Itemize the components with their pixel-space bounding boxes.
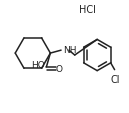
Text: NH: NH [63, 45, 76, 54]
Text: Cl: Cl [111, 74, 120, 84]
Text: HO: HO [31, 61, 45, 70]
Text: O: O [56, 64, 63, 73]
Text: HCl: HCl [79, 5, 96, 15]
